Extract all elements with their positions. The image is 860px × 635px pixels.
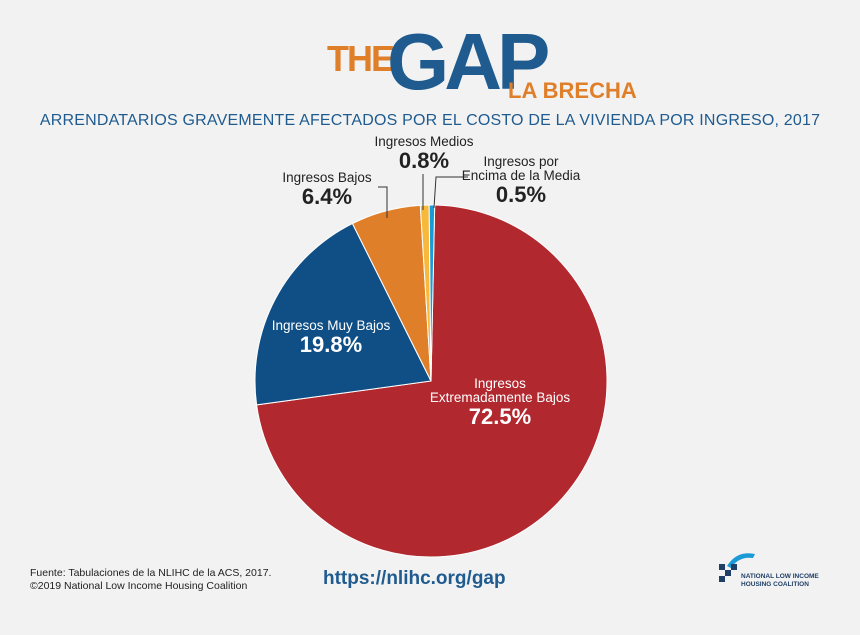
- nlihc-link[interactable]: https://nlihc.org/gap: [323, 568, 506, 589]
- slice-value-ingresos-extremadamente-bajos: 72.5%: [469, 404, 531, 429]
- slice-value-ingresos-bajos: 6.4%: [302, 184, 352, 209]
- source-line: Fuente: Tabulaciones de la NLIHC de la A…: [30, 567, 272, 579]
- org-name: NATIONAL LOW INCOME HOUSING COALITION: [741, 573, 819, 588]
- chart-title: ARRENDATARIOS GRAVEMENTE AFECTADOS POR E…: [39, 112, 821, 129]
- slice-label-ingresos-extremadamente-bajos: Ingresos: [474, 376, 526, 391]
- logo-la-brecha: LA BRECHA: [508, 78, 637, 103]
- slice-label-ingresos-muy-bajos: Ingresos Muy Bajos: [272, 318, 391, 333]
- slice-value-ingresos-muy-bajos: 19.8%: [300, 332, 362, 357]
- slice-value-ingresos-por-encima-de-la-media: 0.5%: [496, 182, 546, 207]
- pie-slice-ingresos-extremadamente-bajos: [256, 204, 608, 558]
- pie-slice-ingresos-muy-bajos: [254, 222, 432, 406]
- source-note: Fuente: Tabulaciones de la NLIHC de la A…: [30, 567, 271, 593]
- logo-the: THE: [327, 38, 395, 79]
- slice-label-ingresos-por-encima-de-la-media: Ingresos por: [483, 154, 559, 169]
- slice-label-ingresos-extremadamente-bajos: Extremadamente Bajos: [430, 390, 571, 405]
- leader-line-ingresos-bajos: [378, 186, 388, 218]
- the-gap-logo: THE GAP LA BRECHA: [0, 22, 860, 104]
- logo-gap: GAP: [387, 17, 550, 106]
- slice-label-ingresos-bajos: Ingresos Bajos: [282, 170, 372, 185]
- slice-value-ingresos-medios: 0.8%: [399, 148, 449, 173]
- copyright-line: ©2019 National Low Income Housing Coalit…: [30, 580, 248, 592]
- leader-line-ingresos-por-encima-de-la-media: [433, 176, 468, 209]
- house-icon: [719, 553, 755, 582]
- nlihc-logo: NATIONAL LOW INCOME HOUSING COALITION: [717, 548, 837, 594]
- slice-label-ingresos-medios: Ingresos Medios: [374, 134, 473, 149]
- slice-label-ingresos-por-encima-de-la-media: Encima de la Media: [462, 168, 581, 183]
